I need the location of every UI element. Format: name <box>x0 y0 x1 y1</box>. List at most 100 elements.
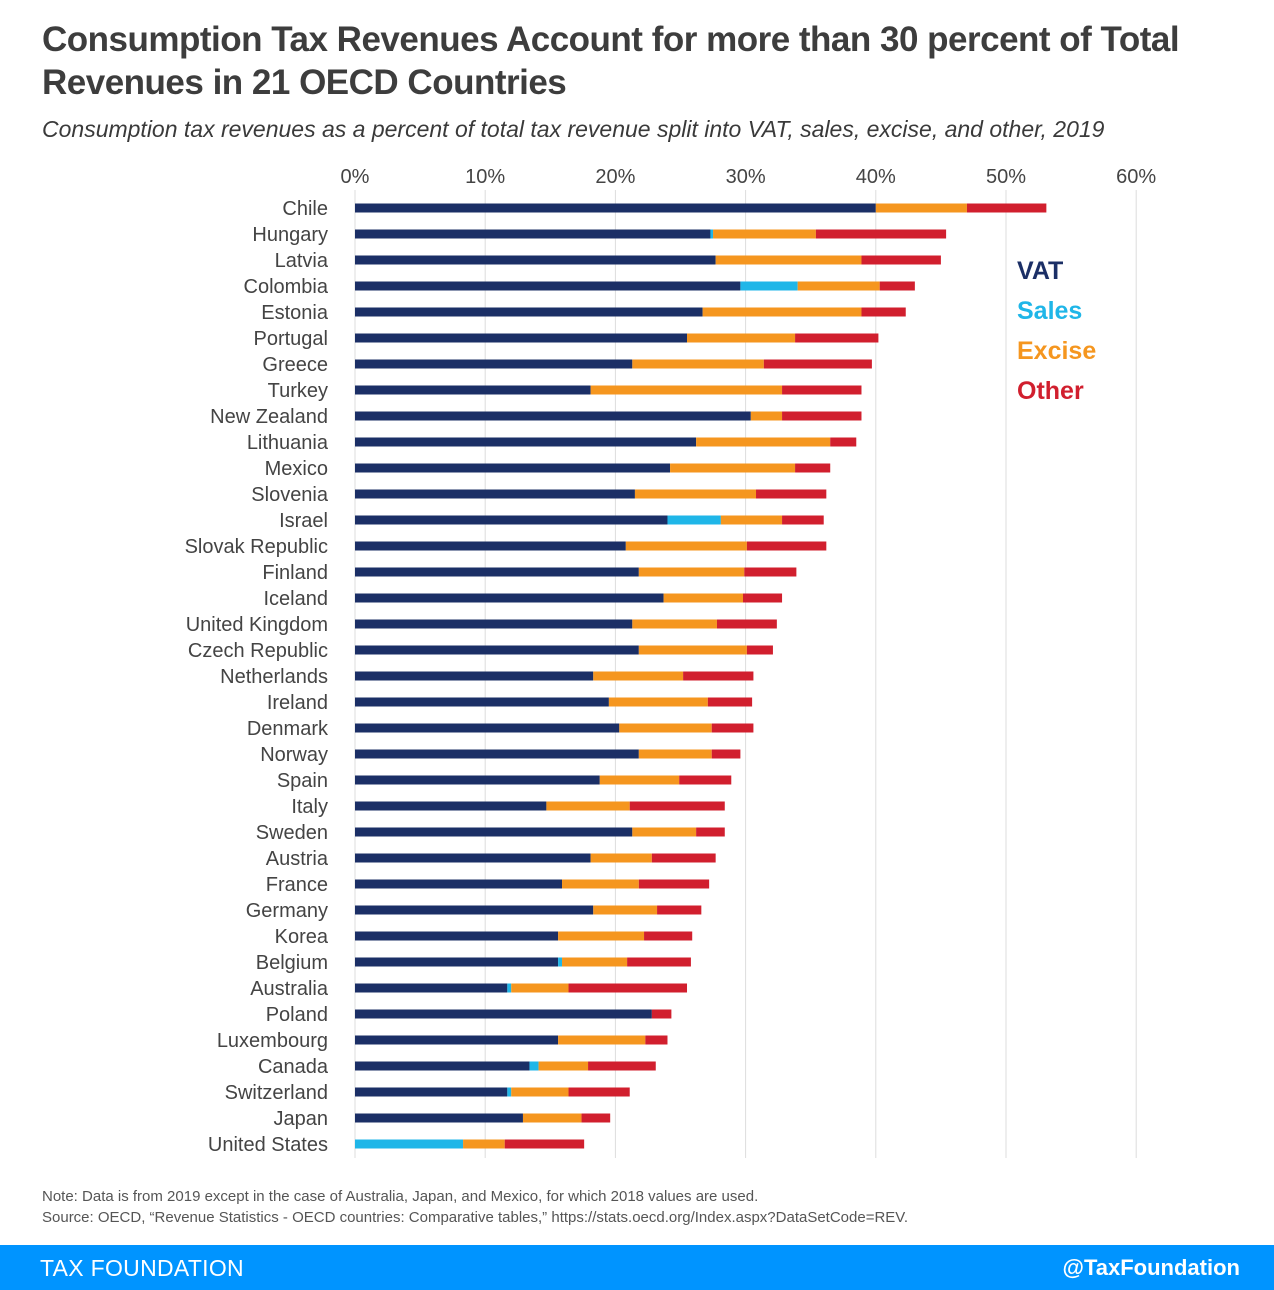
bar-segment-vat <box>355 983 508 993</box>
bar-segment-vat <box>355 749 639 759</box>
bar-segment-vat <box>355 671 594 681</box>
bar-segment-other <box>716 619 777 629</box>
country-label: Finland <box>262 562 328 584</box>
bar-segment-excise <box>638 567 745 577</box>
bar-segment-other <box>645 1035 668 1045</box>
country-label: Czech Republic <box>188 640 328 662</box>
country-label: Canada <box>258 1056 329 1078</box>
bar-segment-sales <box>710 229 714 239</box>
legend-excise: Excise <box>1017 337 1096 365</box>
bar-segment-excise <box>702 307 862 317</box>
bar-segment-vat <box>355 385 591 395</box>
country-label: Spain <box>277 770 328 792</box>
bar-segment-excise <box>720 515 783 525</box>
country-label: Korea <box>275 926 329 948</box>
country-label: France <box>266 874 328 896</box>
country-label: Israel <box>279 510 328 532</box>
country-label: Japan <box>274 1108 329 1130</box>
bar-segment-excise <box>663 593 743 603</box>
bar-segment-other <box>861 255 941 265</box>
bar-segment-vat <box>355 541 626 551</box>
country-label: Switzerland <box>225 1082 328 1104</box>
bar-segment-other <box>744 567 797 577</box>
bar-segment-vat <box>355 931 559 941</box>
bar-segment-excise <box>562 879 639 889</box>
bar-segment-other <box>861 307 906 317</box>
x-tick-label: 0% <box>341 166 370 188</box>
bar-segment-excise <box>750 411 783 421</box>
country-label: Greece <box>262 354 328 376</box>
bar-segment-vat <box>355 593 664 603</box>
bar-segment-other <box>742 593 783 603</box>
bar-segment-other <box>795 463 831 473</box>
bar-segment-vat <box>355 853 591 863</box>
bar-segment-excise <box>875 203 967 213</box>
bar-segment-excise <box>522 1113 582 1123</box>
country-label: Portugal <box>254 328 329 350</box>
bar-segment-excise <box>590 385 783 395</box>
bar-segment-excise <box>558 1035 646 1045</box>
bar-segment-other <box>746 541 827 551</box>
chart-title: Consumption Tax Revenues Account for mor… <box>42 20 1180 102</box>
bar-segment-excise <box>463 1139 505 1149</box>
bar-segment-vat <box>355 333 688 343</box>
bar-segment-other <box>815 229 947 239</box>
bar-segment-vat <box>355 281 741 291</box>
bar-segment-excise <box>632 827 697 837</box>
bar-segment-vat <box>355 1113 523 1123</box>
country-label: Iceland <box>264 588 329 610</box>
bar-segment-vat <box>355 489 635 499</box>
bar-segment-vat <box>355 567 639 577</box>
bar-segment-vat <box>355 463 671 473</box>
bar-segment-other <box>627 957 691 967</box>
bar-segment-excise <box>599 775 680 785</box>
bar-segment-excise <box>632 619 717 629</box>
x-tick-label: 60% <box>1116 166 1156 188</box>
bar-segment-excise <box>638 645 747 655</box>
country-label: Hungary <box>252 224 328 246</box>
bar-segment-vat <box>355 619 633 629</box>
social-handle: @TaxFoundation <box>1062 1255 1240 1280</box>
bar-segment-vat <box>355 801 547 811</box>
bar-segment-vat <box>355 1035 559 1045</box>
country-label: Sweden <box>256 822 328 844</box>
legend: VAT Sales Excise Other <box>1017 257 1096 405</box>
bar-segment-excise <box>797 281 880 291</box>
country-label: Colombia <box>244 276 329 298</box>
bar-segment-excise <box>608 697 708 707</box>
bar-segment-sales <box>507 983 512 993</box>
bar-segment-excise <box>625 541 747 551</box>
country-labels: Chile Hungary Latvia Colombia Estonia Portuga… <box>185 198 329 1156</box>
bar-segment-other <box>696 827 725 837</box>
bar-segment-excise <box>511 1087 569 1097</box>
country-label: Slovak Republic <box>185 536 328 558</box>
bar-segment-excise <box>696 437 831 447</box>
bar-segment-excise <box>590 853 652 863</box>
source-note: Source: OECD, “Revenue Statistics - OECD… <box>42 1209 909 1226</box>
x-tick-label: 20% <box>595 166 635 188</box>
country-label: Germany <box>246 900 328 922</box>
bar-segment-vat <box>355 879 563 889</box>
bar-segment-vat <box>355 307 703 317</box>
legend-vat: VAT <box>1017 257 1063 285</box>
bar-segment-other <box>830 437 857 447</box>
bar-segment-other <box>763 359 872 369</box>
country-label: Lithuania <box>247 432 329 454</box>
bar-segment-vat <box>355 359 633 369</box>
bar-segment-vat <box>355 697 609 707</box>
bar-segment-vat <box>355 437 697 447</box>
bar-segment-other <box>711 723 754 733</box>
country-label: Mexico <box>265 458 328 480</box>
bar-segment-vat <box>355 645 639 655</box>
country-label: Austria <box>266 848 329 870</box>
bar-segment-excise <box>511 983 569 993</box>
country-label: Turkey <box>268 380 328 402</box>
country-label: Luxembourg <box>217 1030 328 1052</box>
bar-segment-other <box>683 671 754 681</box>
country-label: Belgium <box>256 952 328 974</box>
bar-segment-other <box>679 775 732 785</box>
x-tick-label: 10% <box>465 166 505 188</box>
bar-segment-vat <box>355 827 633 837</box>
bar-segment-sales <box>529 1061 539 1071</box>
bar-segment-other <box>879 281 915 291</box>
